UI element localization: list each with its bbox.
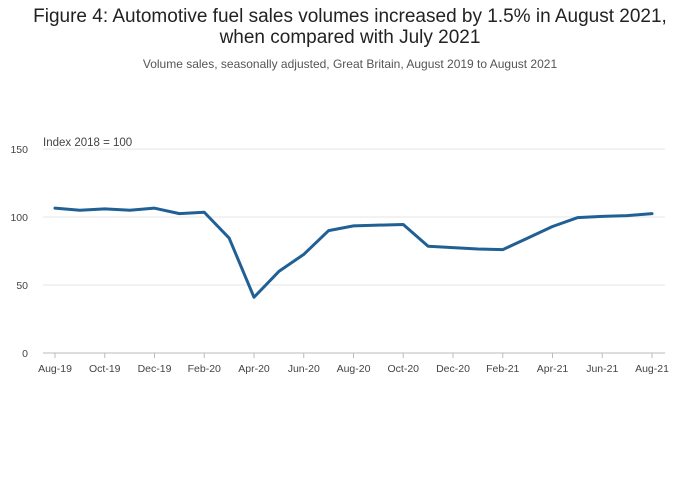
series-line bbox=[53, 206, 654, 299]
data-point[interactable] bbox=[473, 244, 483, 254]
x-tick-label: Dec-20 bbox=[436, 363, 470, 375]
x-tick-label: Jun-20 bbox=[288, 363, 320, 375]
x-tick-label: Apr-20 bbox=[238, 363, 270, 375]
chart-title-line-1: Figure 4: Automotive fuel sales volumes … bbox=[33, 6, 667, 27]
data-point[interactable] bbox=[548, 222, 558, 232]
x-tick-label: Aug-20 bbox=[337, 363, 371, 375]
data-point[interactable] bbox=[199, 207, 209, 217]
data-point[interactable] bbox=[647, 209, 657, 219]
chart-subtitle: Volume sales, seasonally adjusted, Great… bbox=[142, 57, 558, 71]
chart-title: Figure 4: Automotive fuel sales volumes … bbox=[0, 6, 700, 48]
y-tick-label: 0 bbox=[22, 348, 28, 360]
data-point[interactable] bbox=[174, 209, 184, 219]
data-point[interactable] bbox=[349, 221, 359, 231]
data-point[interactable] bbox=[100, 204, 110, 214]
data-point[interactable] bbox=[423, 241, 433, 251]
data-point[interactable] bbox=[125, 205, 135, 215]
data-point[interactable] bbox=[572, 213, 582, 223]
y-tick-label: 50 bbox=[16, 280, 28, 292]
data-point[interactable] bbox=[150, 203, 160, 213]
data-point[interactable] bbox=[274, 266, 284, 276]
x-tick-label: Aug-21 bbox=[635, 363, 669, 375]
x-tick-label: Feb-20 bbox=[188, 363, 221, 375]
data-point[interactable] bbox=[597, 211, 607, 221]
x-tick-label: Apr-21 bbox=[537, 363, 569, 375]
chart-title-line-2: when compared with July 2021 bbox=[219, 27, 481, 48]
y-tick-label: 100 bbox=[10, 212, 28, 224]
data-point[interactable] bbox=[299, 249, 309, 259]
x-tick-label: Dec-19 bbox=[138, 363, 172, 375]
data-point[interactable] bbox=[224, 233, 234, 243]
x-tick-label: Feb-21 bbox=[486, 363, 519, 375]
x-tick-label: Oct-20 bbox=[387, 363, 419, 375]
x-tick-label: Oct-19 bbox=[89, 363, 121, 375]
y-axis-title: Index 2018 = 100 bbox=[43, 137, 132, 149]
data-point[interactable] bbox=[249, 292, 259, 302]
x-tick-label: Jun-21 bbox=[586, 363, 618, 375]
x-tick-label: Aug-19 bbox=[38, 363, 72, 375]
data-point[interactable] bbox=[622, 211, 632, 221]
data-point[interactable] bbox=[50, 203, 60, 213]
data-point[interactable] bbox=[398, 219, 408, 229]
data-point[interactable] bbox=[324, 226, 334, 236]
data-point[interactable] bbox=[75, 205, 85, 215]
data-point[interactable] bbox=[373, 220, 383, 230]
data-point[interactable] bbox=[498, 245, 508, 255]
data-point[interactable] bbox=[523, 233, 533, 243]
y-tick-label: 150 bbox=[10, 144, 28, 156]
data-point[interactable] bbox=[448, 243, 458, 253]
